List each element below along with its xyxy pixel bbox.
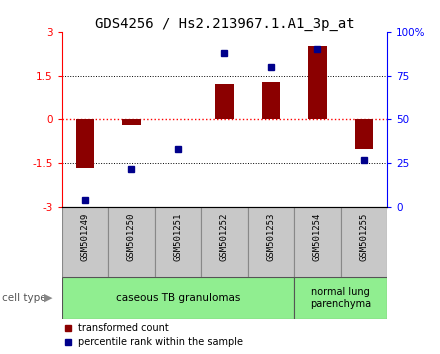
Bar (122, 120, 141, 125)
Text: cell type: cell type (2, 293, 47, 303)
Bar (62, 277, 294, 319)
Text: GSM501255: GSM501255 (359, 213, 368, 261)
Text: ▶: ▶ (44, 293, 52, 303)
Bar (294, 207, 341, 277)
Text: GSM501250: GSM501250 (127, 213, 136, 261)
Bar (76, 120, 94, 168)
Text: GSM501251: GSM501251 (173, 213, 183, 261)
Bar (62, 207, 108, 277)
Bar (248, 207, 294, 277)
Text: GSM501252: GSM501252 (220, 213, 229, 261)
Bar (355, 120, 373, 149)
Bar (215, 85, 234, 120)
Bar (154, 207, 201, 277)
Text: normal lung
parenchyma: normal lung parenchyma (310, 287, 371, 309)
Title: GDS4256 / Hs2.213967.1.A1_3p_at: GDS4256 / Hs2.213967.1.A1_3p_at (95, 17, 354, 31)
Text: caseous TB granulomas: caseous TB granulomas (116, 293, 240, 303)
Bar (108, 207, 154, 277)
Text: GSM501253: GSM501253 (266, 213, 275, 261)
Text: transformed count: transformed count (78, 322, 169, 332)
Bar (201, 207, 248, 277)
Text: percentile rank within the sample: percentile rank within the sample (78, 337, 243, 348)
Bar (262, 81, 280, 120)
Bar (294, 277, 387, 319)
Bar (341, 207, 387, 277)
Bar (308, 46, 327, 120)
Text: GSM501254: GSM501254 (313, 213, 322, 261)
Text: GSM501249: GSM501249 (81, 213, 89, 261)
